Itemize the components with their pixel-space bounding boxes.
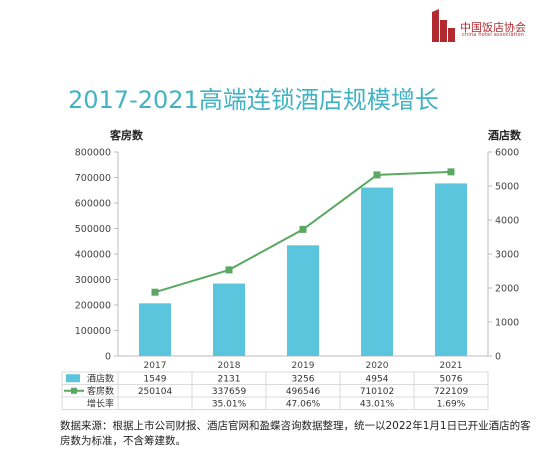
right-axis-title: 酒店数: [488, 129, 521, 142]
table-cell-2017: 250104: [138, 387, 173, 397]
bar-2021: [435, 183, 467, 356]
left-tick-label: 0: [105, 352, 111, 363]
left-tick-label: 200000: [75, 301, 111, 312]
rooms-point-2020: [373, 171, 381, 179]
left-tick-label: 600000: [75, 199, 111, 210]
table-cell-2019: 47.06%: [286, 400, 321, 410]
right-tick-label: 0: [495, 352, 501, 363]
table-cell-2018: 2131: [218, 375, 241, 385]
right-tick-label: 3000: [495, 250, 519, 261]
legend-key-marker: [71, 387, 77, 394]
table-cell-2019: 496546: [286, 387, 321, 397]
x-tick-label: 2020: [366, 361, 389, 371]
right-tick-label: 1000: [495, 318, 519, 329]
rooms-point-2018: [225, 266, 233, 274]
bar-2019: [287, 245, 319, 356]
x-tick-label: 2021: [440, 361, 463, 371]
table-cell-2020: 43.01%: [360, 400, 395, 410]
chart-title: 2017-2021高端连锁酒店规模增长: [68, 86, 439, 114]
table-cell-2020: 710102: [360, 387, 394, 397]
left-tick-label: 700000: [75, 173, 111, 184]
legend-label: 增长率: [87, 398, 114, 410]
left-tick-label: 300000: [75, 275, 111, 286]
x-tick-label: 2017: [144, 361, 167, 371]
table-cell-2021: 5076: [440, 375, 463, 385]
bar-2017: [139, 303, 171, 356]
rooms-point-2017: [151, 288, 159, 296]
x-tick-label: 2018: [218, 361, 241, 371]
right-tick-label: 6000: [495, 148, 519, 159]
table-cell-2018: 337659: [212, 387, 247, 397]
table-cell-2020: 4954: [366, 375, 389, 385]
rooms-point-2021: [447, 168, 455, 176]
legend-label: 酒店数: [87, 373, 114, 385]
bar-2020: [361, 187, 393, 356]
logo-name-cn: 中国饭店协会: [460, 21, 526, 34]
table-cell-2021: 1.69%: [437, 400, 466, 410]
data-source-note: 数据来源：根据上市公司财报、酒店官网和盈蝶咨询数据整理，统一以2022年1月1日…: [60, 420, 531, 447]
left-tick-label: 100000: [75, 326, 111, 337]
right-tick-label: 5000: [495, 182, 519, 193]
right-tick-label: 4000: [495, 216, 519, 227]
right-tick-label: 2000: [495, 284, 519, 295]
rooms-point-2019: [299, 225, 307, 233]
legend-label: 客房数: [87, 385, 114, 397]
bar-2018: [213, 283, 245, 356]
logo-name-en: china hotel association: [462, 32, 525, 38]
table-cell-2018: 35.01%: [212, 400, 247, 410]
x-tick-label: 2019: [292, 361, 315, 371]
left-tick-label: 400000: [75, 250, 111, 261]
association-logo: [432, 9, 455, 42]
table-cell-2021: 722109: [434, 387, 469, 397]
left-tick-label: 800000: [75, 148, 111, 159]
left-axis-title: 客房数: [110, 129, 143, 142]
left-tick-label: 500000: [75, 224, 111, 235]
table-cell-2019: 3256: [292, 375, 315, 385]
legend-key-bar: [66, 374, 80, 383]
table-cell-2017: 1549: [144, 375, 167, 385]
